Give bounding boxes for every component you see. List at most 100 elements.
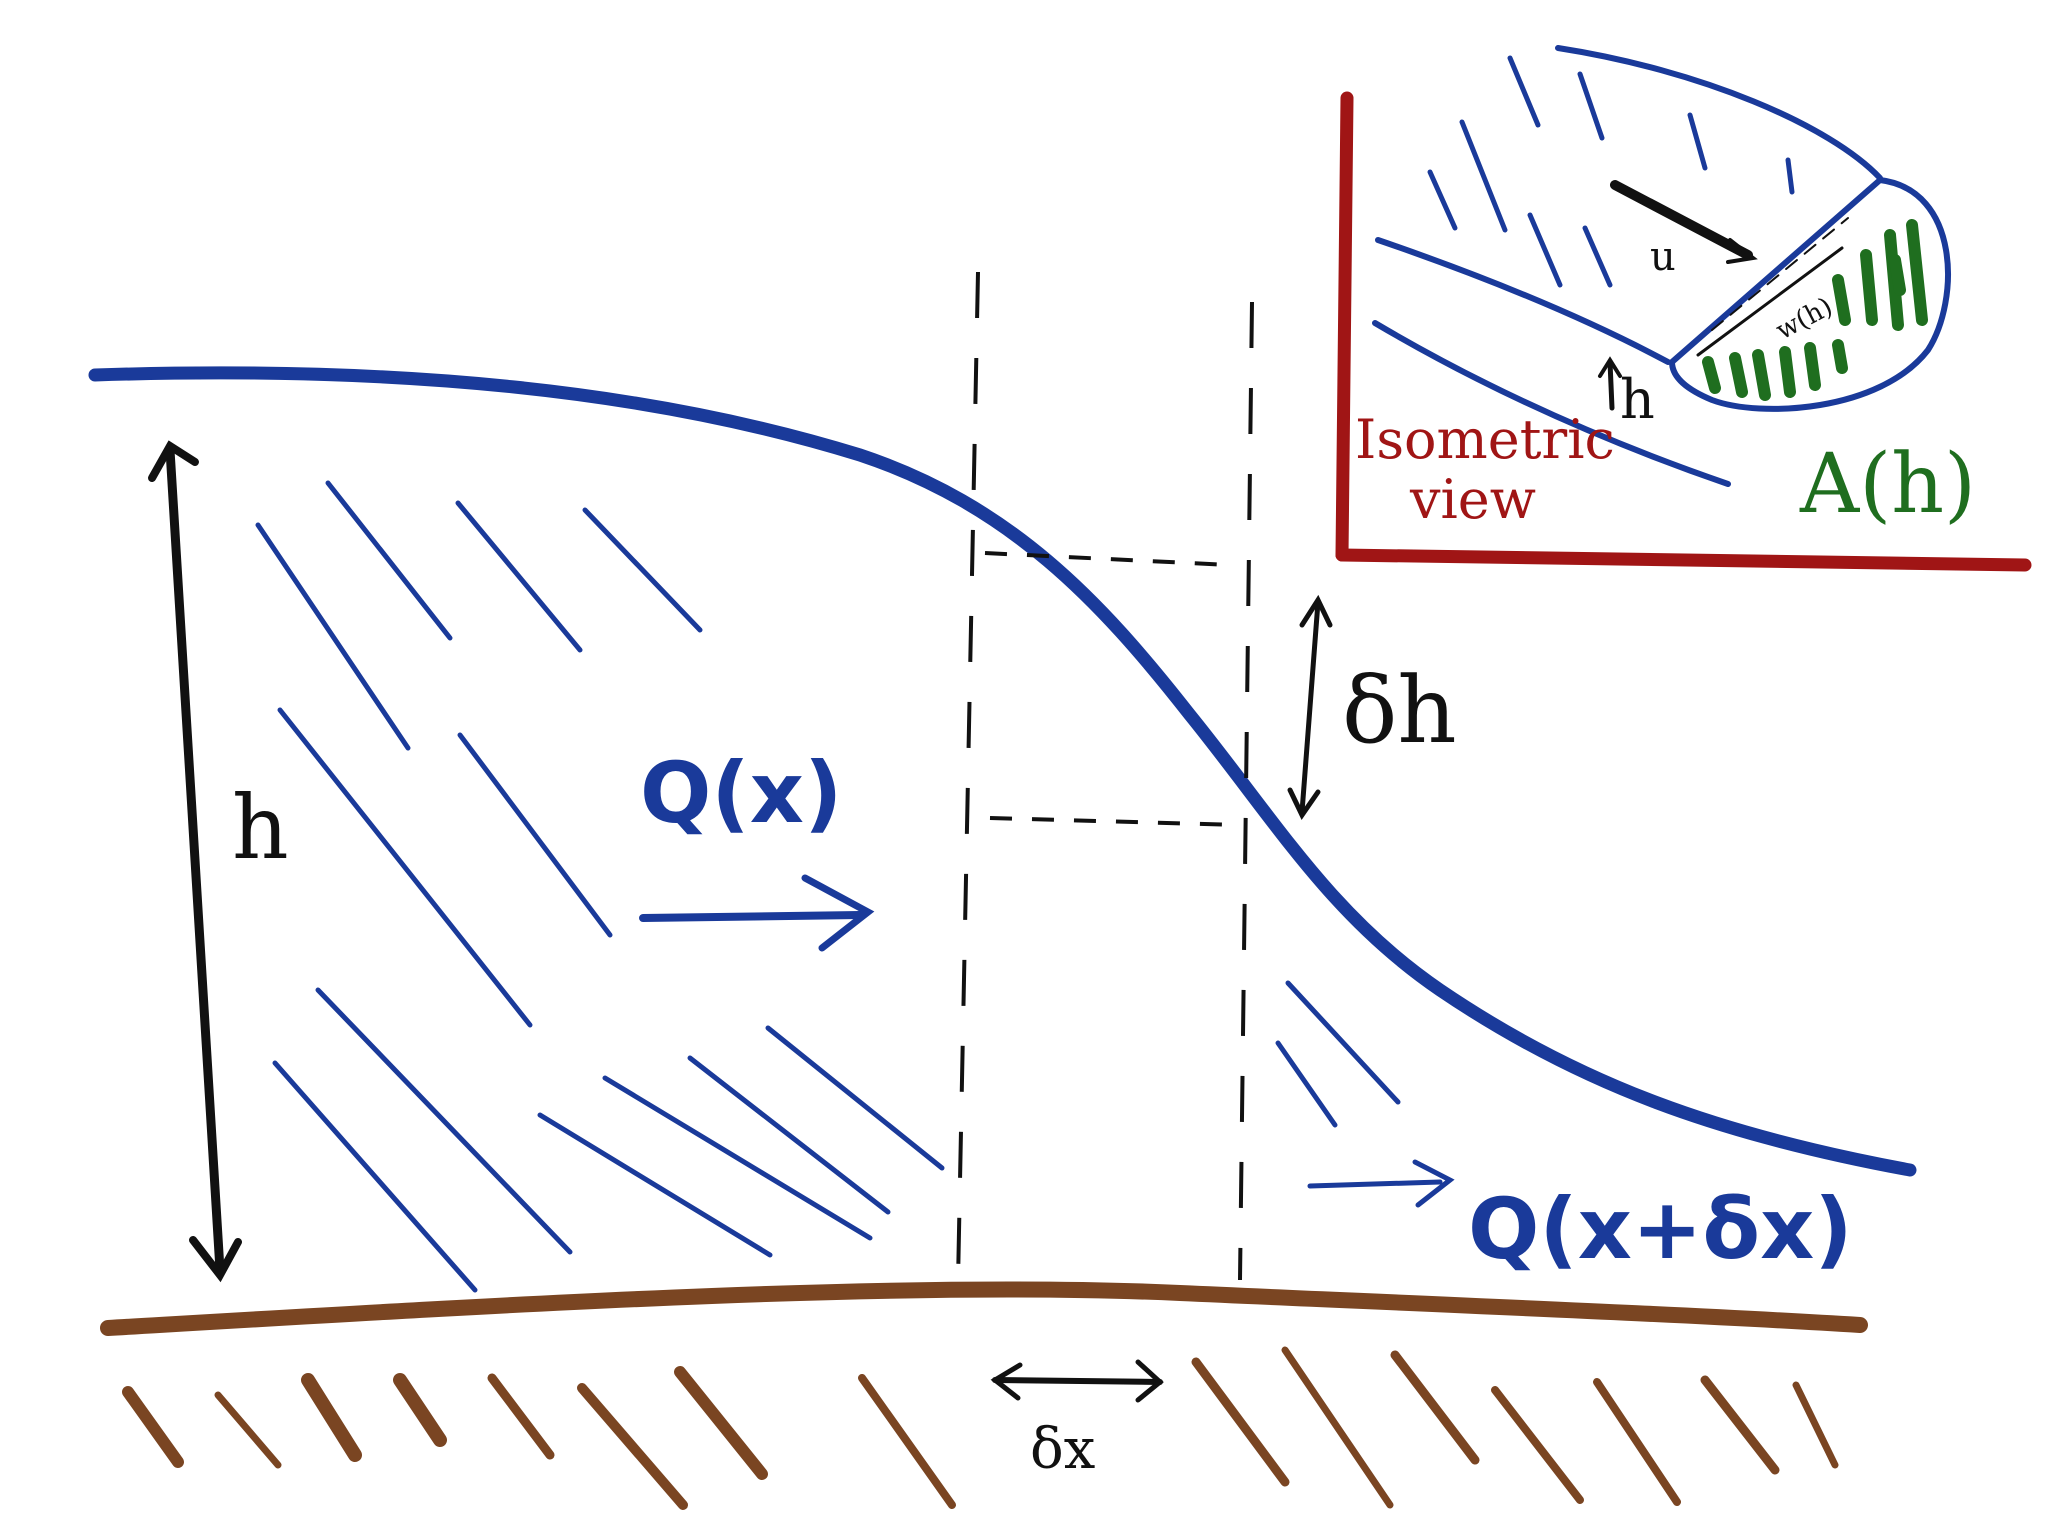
water-hatch (687, 1055, 891, 1215)
water-hatch (765, 1025, 945, 1171)
inset-hatching (1427, 55, 1795, 288)
delta-x-head-left (990, 1362, 1023, 1401)
ground-hatch (1390, 1350, 1480, 1465)
water-surface (88, 366, 1917, 1177)
flux-in-head (801, 874, 875, 952)
flux-out-head (1412, 1159, 1455, 1208)
area-hatch (1860, 249, 1878, 326)
delta-x-shaft (992, 1377, 1163, 1385)
inset-water-hatch (1459, 119, 1508, 233)
inset-width-label: w(h) (1771, 292, 1837, 346)
inset-axis-horizontal (1335, 548, 2032, 572)
ground-hatch (1281, 1346, 1394, 1509)
delta-x-head-right (1135, 1359, 1164, 1403)
water-hatching (255, 480, 1401, 1293)
inset-water-hatch (1582, 225, 1613, 288)
right-boundary (1238, 301, 1254, 1281)
inset-velocity-arrow (1610, 180, 1758, 264)
water-hatch (272, 1060, 478, 1293)
water-hatch (582, 507, 703, 633)
water-hatch (1285, 980, 1401, 1105)
depth-arrow (148, 440, 242, 1283)
inset-h-arrow (1598, 356, 1622, 411)
isometric-inset: u h w(h) Isometric view A(h) (1335, 45, 2032, 572)
inset-water-hatch (1427, 169, 1458, 231)
ground-hatch (1191, 1357, 1290, 1487)
water-hatch (325, 480, 453, 641)
inset-velocity-label: u (1650, 234, 1676, 280)
ground-hatch (858, 1374, 956, 1509)
inset-water-edges (1372, 45, 1951, 487)
flux-out-shaft (1307, 1179, 1443, 1189)
inset-width-arrow (1696, 217, 1849, 357)
ground-hatch (487, 1373, 555, 1460)
delta-x-arrow (990, 1359, 1164, 1403)
inset-h-head (1598, 356, 1622, 378)
delta-h-arrow (1287, 594, 1333, 820)
inset-cross-section (1668, 176, 1951, 412)
inset-h-shaft (1607, 359, 1615, 411)
depth-label: h (232, 776, 289, 879)
area-hatch (1832, 274, 1851, 326)
water-hatch (455, 500, 583, 653)
inset-width-dash (1711, 217, 1849, 331)
depth-arrow-head-top (148, 440, 199, 482)
delta-h-shaft (1299, 599, 1321, 815)
upper-level-line (984, 551, 1231, 567)
flux-in-label: Q(x) (640, 744, 842, 842)
area-hatch (1779, 346, 1796, 398)
ground-hatch (674, 1366, 768, 1480)
flux-out-arrow (1307, 1159, 1455, 1208)
ground-hatch (577, 1383, 688, 1510)
depth-arrow-head-bottom (189, 1236, 242, 1283)
riverbed-hatching (122, 1346, 1839, 1510)
ground-hatch (1491, 1386, 1584, 1504)
area-hatch (1889, 254, 1906, 296)
area-hatch (1729, 352, 1748, 398)
flux-in-shaft (639, 911, 864, 922)
inset-water-hatch (1527, 212, 1563, 288)
inset-area-hatching (1702, 219, 1928, 401)
riverbed (100, 1281, 1868, 1510)
water-hatch (1275, 1040, 1338, 1128)
left-boundary (956, 271, 980, 1283)
inset-axes (1335, 91, 2032, 572)
water-hatch (277, 707, 533, 1028)
area-hatch (1702, 356, 1721, 394)
ground-hatch (1792, 1381, 1839, 1469)
water-hatch (602, 1075, 873, 1241)
area-hatch (1804, 342, 1821, 391)
inset-axis-vertical (1335, 91, 1354, 562)
isometric-label-line2: view (1409, 468, 1536, 531)
ground-hatch (214, 1391, 282, 1469)
delta-h-head-bottom (1287, 787, 1321, 820)
inset-top-surface (1555, 45, 1883, 181)
inset-velocity-shaft (1610, 180, 1753, 260)
inset-bank-bottom (1372, 320, 1731, 487)
flux-in-arrow (639, 874, 875, 952)
inset-h-label: h (1620, 368, 1655, 431)
water-hatch (537, 1112, 773, 1258)
inset-water-hatch (1507, 55, 1541, 128)
lower-level-line (989, 816, 1241, 827)
ground-hatch (301, 1373, 362, 1462)
inset-water-hatch (1785, 157, 1795, 195)
delta-h-head-top (1299, 594, 1333, 628)
ground-hatch (1700, 1375, 1780, 1475)
delta-h-label: δh (1342, 657, 1457, 764)
water-hatch (255, 522, 411, 751)
water-hatch (457, 732, 613, 938)
ground-hatch (393, 1373, 447, 1447)
area-hatch (1906, 219, 1928, 326)
water-hatch (315, 987, 573, 1255)
flux-out-label: Q(x+δx) (1468, 1180, 1853, 1278)
isometric-label-line1: Isometric (1355, 408, 1615, 471)
inset-width-shaft (1696, 246, 1844, 357)
inset-water-hatch (1577, 71, 1605, 141)
ground-hatch (1593, 1378, 1681, 1506)
inset-bank-top (1375, 237, 1671, 365)
delta-x-label: δx (1030, 1417, 1095, 1482)
riverbed-line (100, 1281, 1868, 1336)
depth-arrow-shaft (165, 445, 225, 1275)
